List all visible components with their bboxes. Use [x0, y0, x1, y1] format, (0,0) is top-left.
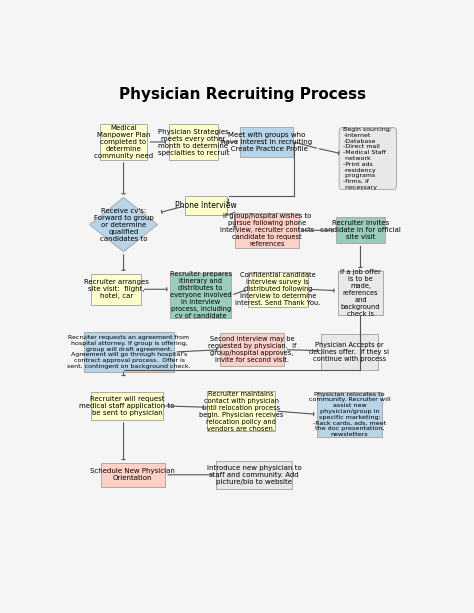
Text: Recruiter arranges
site visit:  flight,
hotel, car: Recruiter arranges site visit: flight, h… — [84, 280, 149, 299]
FancyBboxPatch shape — [84, 332, 174, 372]
Text: Phone Interview: Phone Interview — [175, 201, 237, 210]
Text: If a job offer
is to be
made,
references
and
background
check is: If a job offer is to be made, references… — [340, 269, 381, 317]
Text: Schedule New Physician
Orientation: Schedule New Physician Orientation — [90, 468, 175, 481]
Text: Physician Accepts or
declines offer.  If they si
continue with process: Physician Accepts or declines offer. If … — [310, 342, 390, 362]
FancyBboxPatch shape — [321, 334, 378, 370]
FancyBboxPatch shape — [240, 127, 293, 158]
Text: Receive cv's:
Forward to group
or determine
qualified
candidates to: Receive cv's: Forward to group or determ… — [94, 208, 154, 242]
FancyBboxPatch shape — [100, 463, 165, 487]
Text: Physician Recruiting Process: Physician Recruiting Process — [119, 87, 366, 102]
Text: Meet with groups who
have interest in recruiting
- Create Practice Profile: Meet with groups who have interest in re… — [221, 132, 312, 152]
FancyBboxPatch shape — [220, 333, 284, 366]
FancyBboxPatch shape — [317, 392, 382, 437]
Text: Recruiter will request
medical staff application to
be sent to physician: Recruiter will request medical staff app… — [80, 396, 175, 416]
FancyBboxPatch shape — [91, 392, 163, 420]
Text: Physician Strategies
meets every other
month to determine
specialties to recruit: Physician Strategies meets every other m… — [157, 129, 229, 156]
FancyBboxPatch shape — [207, 391, 275, 431]
Text: Second interview may be
requested by physician.  If
group/hospital approves,
inv: Second interview may be requested by phy… — [208, 336, 296, 363]
Text: Recruiter maintains
contact with physician
until relocation process
begin. Physi: Recruiter maintains contact with physici… — [199, 390, 283, 432]
FancyBboxPatch shape — [247, 272, 308, 307]
Text: Physician relocates to
community. Recruiter will
assist new
physician/group in
s: Physician relocates to community. Recrui… — [309, 392, 390, 437]
Text: Introduce new physician to
staff and community. Add
picture/bio to website: Introduce new physician to staff and com… — [207, 465, 301, 485]
Text: Begin sourcing:
-Internet
-Database
-Direct mail
-Medical Staff
 network
-Print : Begin sourcing: -Internet -Database -Dir… — [343, 127, 392, 190]
Polygon shape — [90, 197, 157, 252]
Text: Medical
Manpower Plan
completed to
determine
community need: Medical Manpower Plan completed to deter… — [94, 125, 153, 159]
FancyBboxPatch shape — [170, 273, 231, 318]
Text: Recruiter prepares
itinerary and
distributes to
everyone involved
in interview
p: Recruiter prepares itinerary and distrib… — [170, 272, 232, 319]
FancyBboxPatch shape — [336, 217, 385, 243]
Text: If group/hospital wishes to
pursue following phone
interview, recruiter contacts: If group/hospital wishes to pursue follo… — [219, 213, 314, 247]
FancyBboxPatch shape — [235, 213, 299, 248]
Text: Recruiter invites
candidate in for official
site visit: Recruiter invites candidate in for offic… — [320, 220, 401, 240]
FancyBboxPatch shape — [339, 128, 396, 189]
FancyBboxPatch shape — [169, 124, 218, 160]
FancyBboxPatch shape — [100, 124, 147, 160]
Text: Confidential candidate
interview survey is
distributed following
interview to de: Confidential candidate interview survey … — [235, 272, 320, 306]
Text: Recruiter requests an agreement from
hospital attorney. If group is offering,
gr: Recruiter requests an agreement from hos… — [67, 335, 191, 369]
FancyBboxPatch shape — [337, 270, 383, 316]
FancyBboxPatch shape — [91, 274, 141, 305]
FancyBboxPatch shape — [185, 196, 228, 215]
FancyBboxPatch shape — [216, 460, 292, 489]
